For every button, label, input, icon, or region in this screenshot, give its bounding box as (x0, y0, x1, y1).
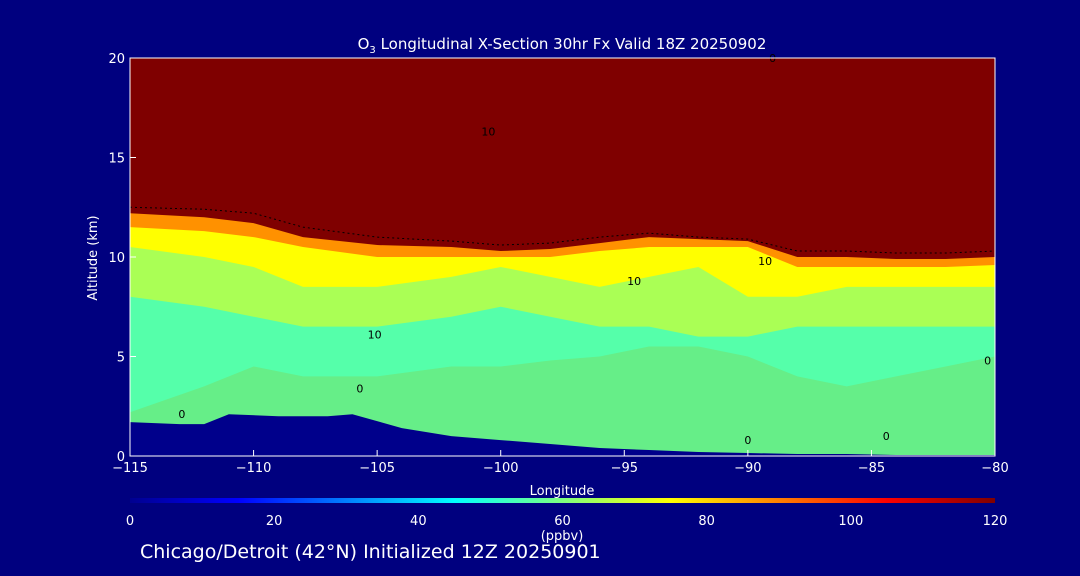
colorbar-tick-label: 80 (698, 514, 715, 529)
y-tick-label: 10 (108, 251, 125, 266)
colorbar-tick-label: 20 (266, 514, 283, 529)
x-tick-label: −95 (611, 461, 638, 476)
chart-title: O3 Longitudinal X-Section 30hr Fx Valid … (358, 35, 767, 56)
contour-label: 0 (744, 434, 751, 447)
colorbar-tick-label: 60 (554, 514, 571, 529)
x-tick-label: −85 (858, 461, 885, 476)
x-tick-label: −100 (483, 461, 519, 476)
y-tick-label: 15 (108, 152, 125, 167)
ozone-layers (130, 58, 995, 413)
y-axis-ticks: 0 5 10 15 20 (108, 52, 136, 465)
forecast-init-label: Chicago/Detroit (42°N) Initialized 12Z 2… (140, 541, 601, 563)
x-axis-label: Longitude (530, 484, 595, 499)
contour-label: 10 (627, 275, 641, 288)
colorbar-tick-label: 100 (838, 514, 863, 529)
x-tick-label: −110 (236, 461, 272, 476)
title-subscript: 3 (369, 45, 375, 56)
x-tick-label: −90 (734, 461, 761, 476)
x-tick-label: −105 (359, 461, 395, 476)
colorbar-tick-label: 120 (983, 514, 1008, 529)
colorbar-units: (ppbv) (541, 529, 584, 544)
colorbar-tick-label: 0 (126, 514, 134, 529)
terrain-shape (130, 414, 995, 456)
plot-area (130, 58, 995, 456)
ozone-layer-100 (130, 58, 995, 259)
colorbar-ticks: 0 20 40 60 80 100 120 (126, 514, 1008, 529)
x-tick-label: −115 (112, 461, 148, 476)
y-tick-label: 5 (117, 351, 125, 366)
colorbar (130, 498, 995, 503)
y-axis-label: Altitude (km) (86, 215, 101, 300)
contour-label: 0 (178, 408, 185, 421)
y-tick-label: 0 (117, 450, 125, 465)
x-axis-ticks: −115 −110 −105 −100 −95 −90 −85 −80 (112, 450, 1009, 476)
x-tick-label: −80 (981, 461, 1008, 476)
colorbar-tick-label: 40 (410, 514, 427, 529)
contour-label: 0 (356, 382, 363, 395)
contour-label: 10 (758, 255, 772, 268)
contour-label: 10 (368, 329, 382, 342)
contour-label: 0 (984, 354, 991, 367)
contour-label: 0 (883, 430, 890, 443)
contour-label: 10 (481, 126, 495, 139)
y-tick-label: 20 (108, 52, 125, 67)
